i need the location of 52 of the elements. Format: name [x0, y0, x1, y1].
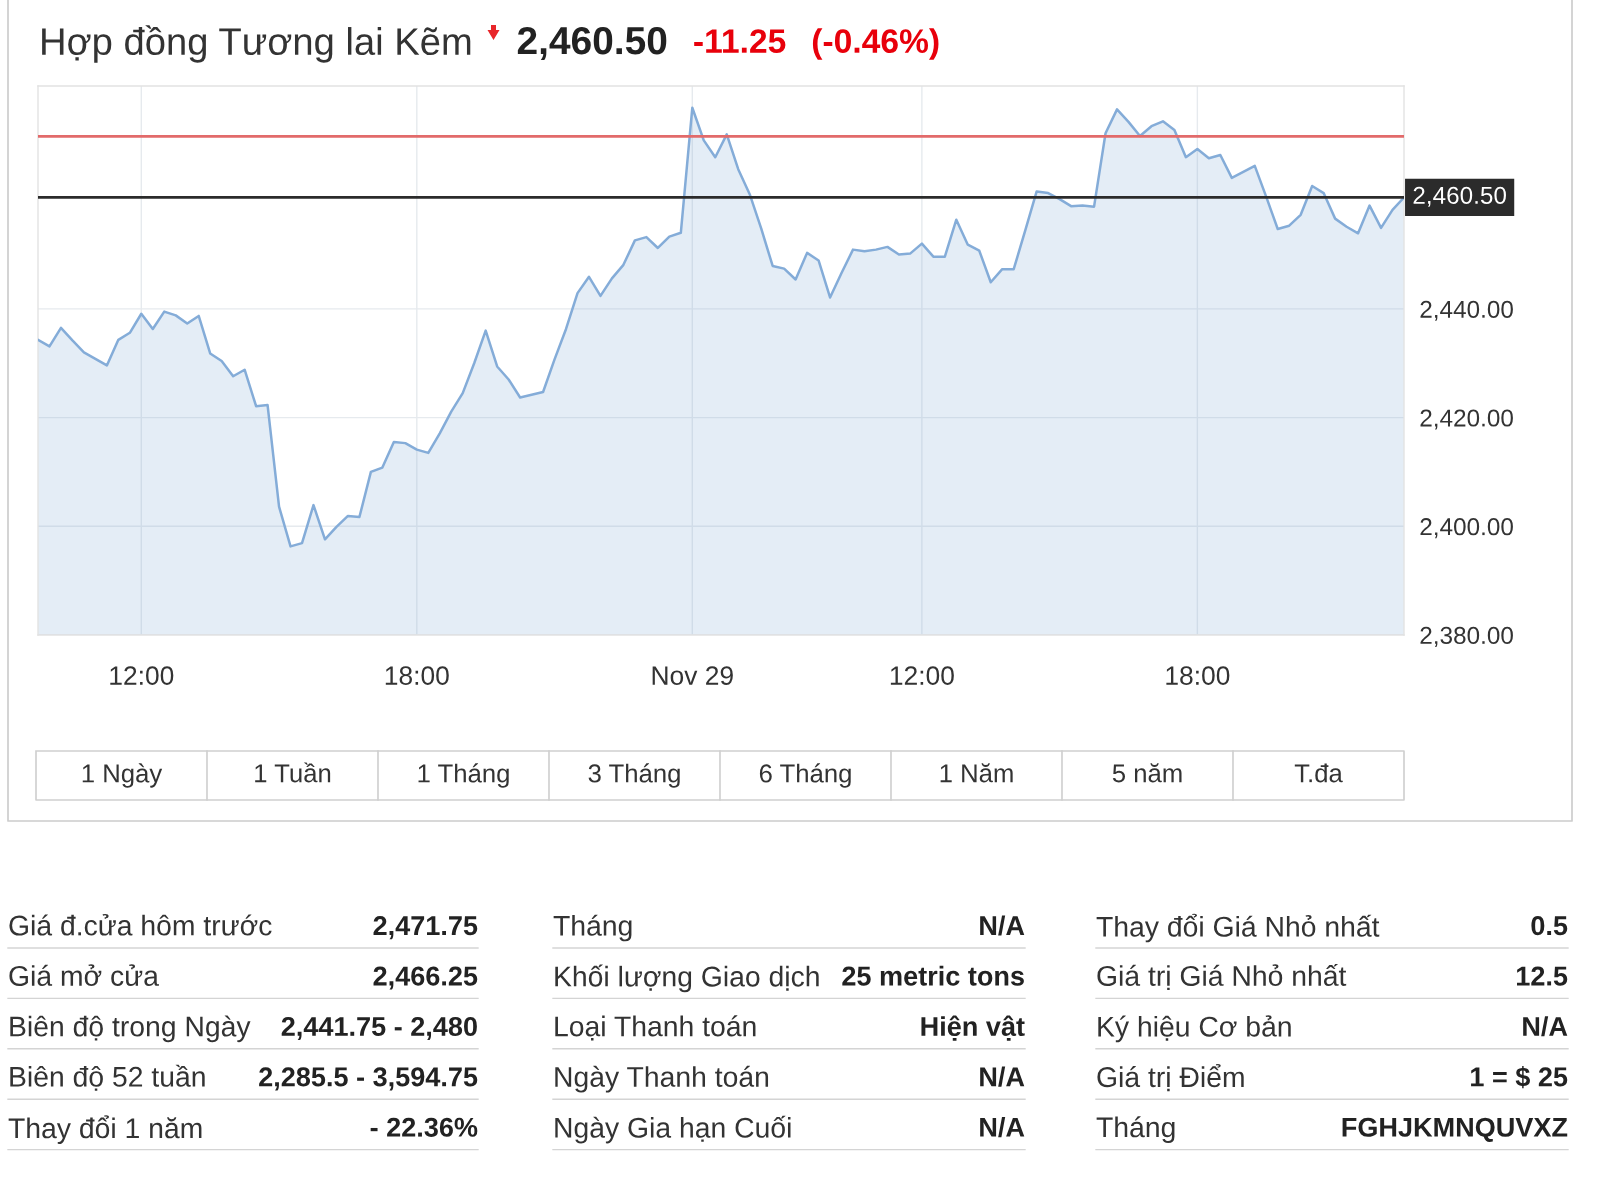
text: Biên độ 52 tuần [10, 1064, 205, 1091]
text: N/A [980, 915, 1025, 936]
text: Ngày Thanh toán [555, 1065, 769, 1093]
y-tick-label: 2,400.00 [1420, 518, 1513, 539]
text: 1 Tháng [418, 763, 509, 788]
text: 5 năm [1112, 763, 1182, 783]
text: N/A [1523, 1016, 1568, 1037]
chart-subtitle: 2,460.50 [517, 26, 667, 61]
text: 1 Năm [940, 763, 1013, 783]
text: 3 Tháng [588, 763, 680, 788]
text: T.đa [1294, 763, 1343, 783]
text: Giá mở cửa [9, 964, 159, 987]
text: 2,441.75 - 2,480 [281, 1016, 477, 1040]
text: Biên độ trong Ngày [10, 1015, 251, 1043]
text: Ngày Gia hạn Cuối [555, 1115, 791, 1144]
x-tick-label: 18:00 [1166, 666, 1230, 685]
x-tick-label: 12:00 [110, 666, 174, 685]
text: 25 metric tons [842, 965, 1024, 986]
text: - 22.36% [370, 1117, 478, 1137]
y-tick-label: 2,380.00 [1420, 626, 1513, 647]
text: Tháng [553, 914, 632, 942]
text: Thay đổi 1 năm [8, 1115, 202, 1144]
text: Giá trị Điểm [1097, 1064, 1244, 1092]
text: Khối lượng Giao dịch [555, 964, 819, 993]
text: 1 Ngày [82, 763, 163, 788]
text: 2,466.25 [373, 966, 478, 990]
text: 2,471.75 [373, 916, 478, 940]
text: 1 Tuần [255, 762, 331, 783]
x-tick-label: Nov 29 [652, 666, 733, 685]
text: Loại Thanh toán [555, 1015, 756, 1041]
text: Giá đ.cửa hôm trước [9, 913, 272, 936]
text: N/A [980, 1116, 1025, 1138]
text: (-0.46%) [812, 28, 939, 60]
text: FGHJKMNQUVXZ [1342, 1117, 1568, 1142]
text: Hiện vật [921, 1015, 1025, 1041]
ref-line-label: 2,460.50 [1413, 186, 1506, 207]
text: Giá trị Giá Nhỏ nhất [1097, 963, 1347, 991]
text: 0.5 [1531, 916, 1568, 936]
text: 1 = $ 25 [1471, 1066, 1568, 1089]
text: 12.5 [1517, 966, 1568, 986]
text: 2,285.5 - 3,594.75 [259, 1067, 478, 1091]
x-tick-label: 12:00 [890, 666, 954, 685]
text: Thay đổi Giá Nhỏ nhất [1096, 913, 1380, 943]
text: -11.25 [694, 29, 786, 54]
text: Tháng [1096, 1116, 1175, 1143]
text: N/A [980, 1066, 1025, 1087]
x-tick-label: 18:00 [385, 666, 449, 685]
y-tick-label: 2,440.00 [1420, 300, 1513, 321]
text: 6 Tháng [759, 763, 851, 788]
text: Ký hiệu Cơ bản [1098, 1015, 1291, 1043]
chart-title: Hợp đồng Tương lai Kẽm [42, 25, 471, 63]
y-tick-label: 2,420.00 [1420, 409, 1513, 430]
